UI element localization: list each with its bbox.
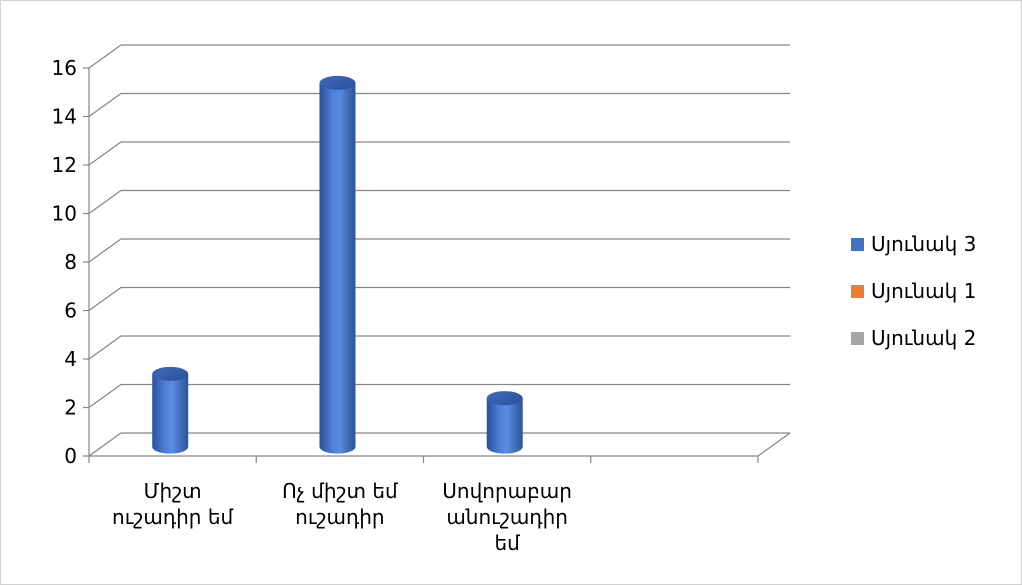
legend-item: Սյունակ 3 xyxy=(851,232,976,256)
y-tick-label: 8 xyxy=(64,250,77,274)
legend-swatch xyxy=(851,285,864,298)
gridline xyxy=(88,286,790,311)
y-tick-label: 2 xyxy=(64,396,77,420)
legend-label: Սյունակ 1 xyxy=(871,279,976,303)
y-tick-label: 14 xyxy=(52,105,77,129)
x-category-label: Միշտ ուշադիր եմ xyxy=(112,479,233,529)
legend-label: Սյունակ 2 xyxy=(871,326,976,350)
x-category-label: Ոչ միշտ եմ ուշադիր xyxy=(282,479,398,529)
gridline xyxy=(88,383,790,408)
legend-swatch xyxy=(851,238,864,251)
y-tick-label: 4 xyxy=(64,347,77,371)
gridline xyxy=(88,92,790,117)
bar-cap xyxy=(152,366,189,381)
gridline xyxy=(88,141,790,166)
y-tick-label: 12 xyxy=(52,153,77,177)
floor-edge xyxy=(89,432,791,457)
y-tick-label: 0 xyxy=(64,444,77,468)
bar xyxy=(319,75,356,454)
gridline xyxy=(88,432,790,457)
grid-layer xyxy=(88,44,790,457)
legend-item: Սյունակ 2 xyxy=(851,326,976,350)
legend-swatch xyxy=(851,332,864,345)
bar-cap xyxy=(486,391,523,406)
axis-layer: 0 2 4 6 8 10 12 14 16 Միշտ ուշադիր եմ Ոչ միշտ եմ ուշ… xyxy=(52,56,791,555)
bar xyxy=(152,366,189,454)
bar-body xyxy=(319,82,356,454)
bar-cap xyxy=(319,75,356,90)
gridline xyxy=(88,44,790,69)
y-tick-label: 10 xyxy=(52,202,77,226)
gridline xyxy=(88,189,790,214)
legend-layer: Սյունակ 3 Սյունակ 1 Սյունակ 2 xyxy=(851,232,976,350)
legend-label: Սյունակ 3 xyxy=(871,232,976,256)
y-tick-label: 6 xyxy=(64,299,77,323)
legend-item: Սյունակ 1 xyxy=(851,279,976,303)
bar-body xyxy=(152,373,189,454)
y-tick-label: 16 xyxy=(52,56,77,80)
bar xyxy=(486,391,523,454)
gridline xyxy=(88,335,790,360)
bars-layer xyxy=(152,75,523,454)
gridline xyxy=(88,238,790,263)
x-category-label: Սովորաբար անուշադիր եմ xyxy=(442,479,572,555)
bar-body xyxy=(486,398,523,454)
